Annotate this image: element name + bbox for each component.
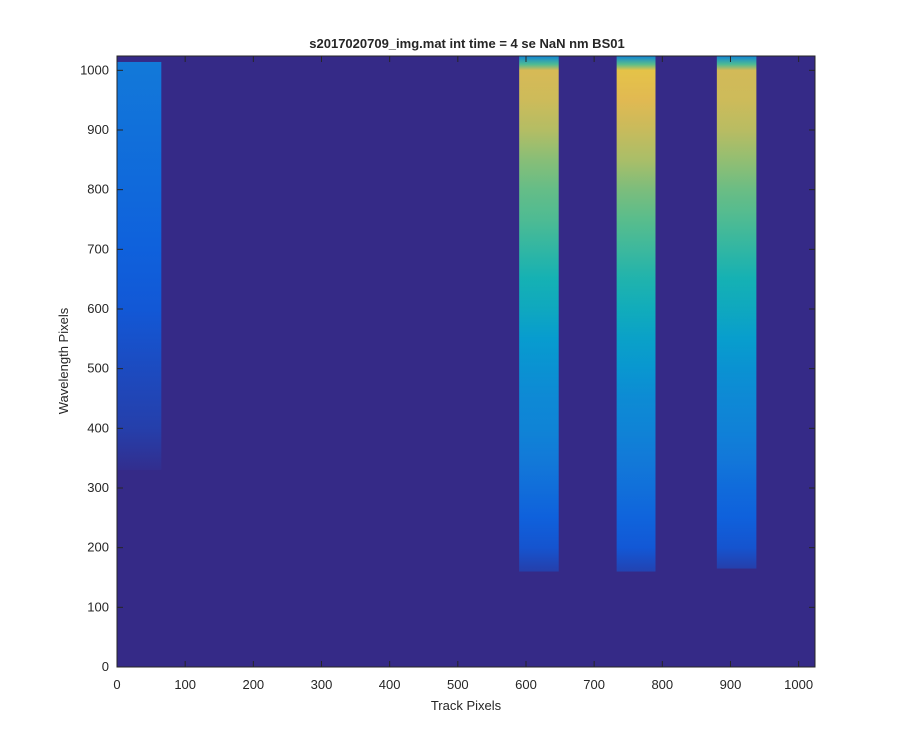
plot-frame — [116, 55, 816, 668]
y-tick-label: 300 — [87, 480, 109, 495]
plot-area — [117, 56, 815, 667]
chart-title: s2017020709_img.mat int time = 4 se NaN … — [309, 36, 624, 51]
intensity-band — [519, 56, 559, 572]
y-tick-label: 1000 — [80, 62, 109, 77]
axis-ticks: 0 100 200 300 400 500 600 700 800 900 1000 0 100 200 3… — [80, 56, 815, 692]
y-tick-label: 0 — [102, 659, 109, 674]
x-tick-label: 0 — [113, 677, 120, 692]
x-tick-label: 200 — [242, 677, 264, 692]
y-axis-label: Wavelength Pixels — [56, 307, 71, 414]
y-tick-label: 400 — [87, 420, 109, 435]
x-tick-label: 500 — [447, 677, 469, 692]
y-tick-label: 500 — [87, 361, 109, 376]
x-tick-label: 1000 — [784, 677, 813, 692]
y-tick-label: 600 — [87, 301, 109, 316]
x-tick-label: 100 — [174, 677, 196, 692]
y-tick-label: 900 — [87, 122, 109, 137]
x-tick-label: 700 — [583, 677, 605, 692]
y-tick-label: 700 — [87, 241, 109, 256]
y-tick-label: 100 — [87, 599, 109, 614]
x-tick-label: 300 — [311, 677, 333, 692]
x-tick-label: 600 — [515, 677, 537, 692]
y-tick-label: 800 — [87, 182, 109, 197]
x-tick-label: 800 — [651, 677, 673, 692]
intensity-band — [716, 56, 757, 569]
intensity-band — [117, 61, 162, 471]
x-tick-label: 400 — [379, 677, 401, 692]
intensity-bands — [117, 56, 757, 572]
y-tick-label: 200 — [87, 540, 109, 555]
intensity-band — [616, 56, 656, 572]
x-tick-label: 900 — [720, 677, 742, 692]
x-axis-label: Track Pixels — [431, 698, 502, 713]
